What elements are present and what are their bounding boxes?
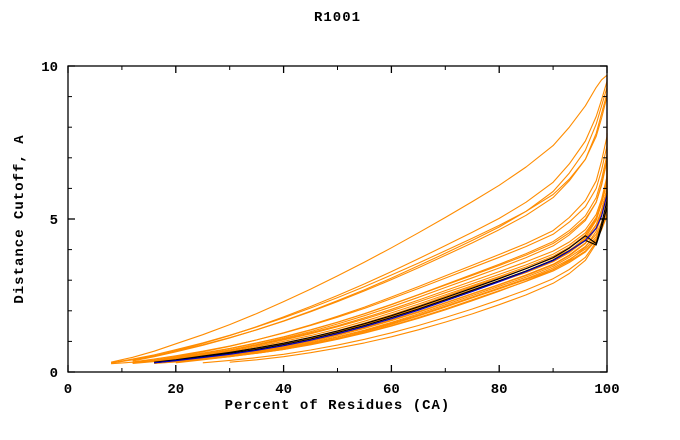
y-tick-label: 0 bbox=[50, 366, 58, 382]
curve-model-22 bbox=[111, 79, 608, 364]
curve-model-23 bbox=[154, 133, 608, 363]
x-tick-label: 0 bbox=[64, 382, 72, 398]
x-tick-label: 100 bbox=[594, 382, 619, 398]
chart-title: R1001 bbox=[313, 10, 361, 26]
y-tick-label: 5 bbox=[50, 213, 58, 229]
x-axis-label: Percent of Residues (CA) bbox=[224, 398, 451, 414]
x-tick-label: 40 bbox=[275, 382, 292, 398]
x-tick-label: 20 bbox=[167, 382, 184, 398]
curve-model-black-2 bbox=[154, 191, 608, 364]
curve-model-21 bbox=[132, 78, 608, 362]
curve-model-08 bbox=[175, 197, 608, 364]
curve-model-09 bbox=[154, 167, 608, 364]
curve-model-17 bbox=[154, 111, 608, 361]
curve-model-19 bbox=[132, 75, 608, 361]
y-tick-label: 10 bbox=[41, 60, 58, 76]
curve-model-24 bbox=[132, 127, 608, 364]
curve-model-25 bbox=[154, 176, 608, 364]
x-tick-label: 80 bbox=[491, 382, 508, 398]
curve-model-black-1 bbox=[154, 188, 608, 363]
curve-model-14 bbox=[154, 154, 608, 363]
curve-model-blue bbox=[154, 75, 608, 364]
curve-model-20 bbox=[110, 74, 608, 363]
x-tick-label: 60 bbox=[383, 382, 400, 398]
